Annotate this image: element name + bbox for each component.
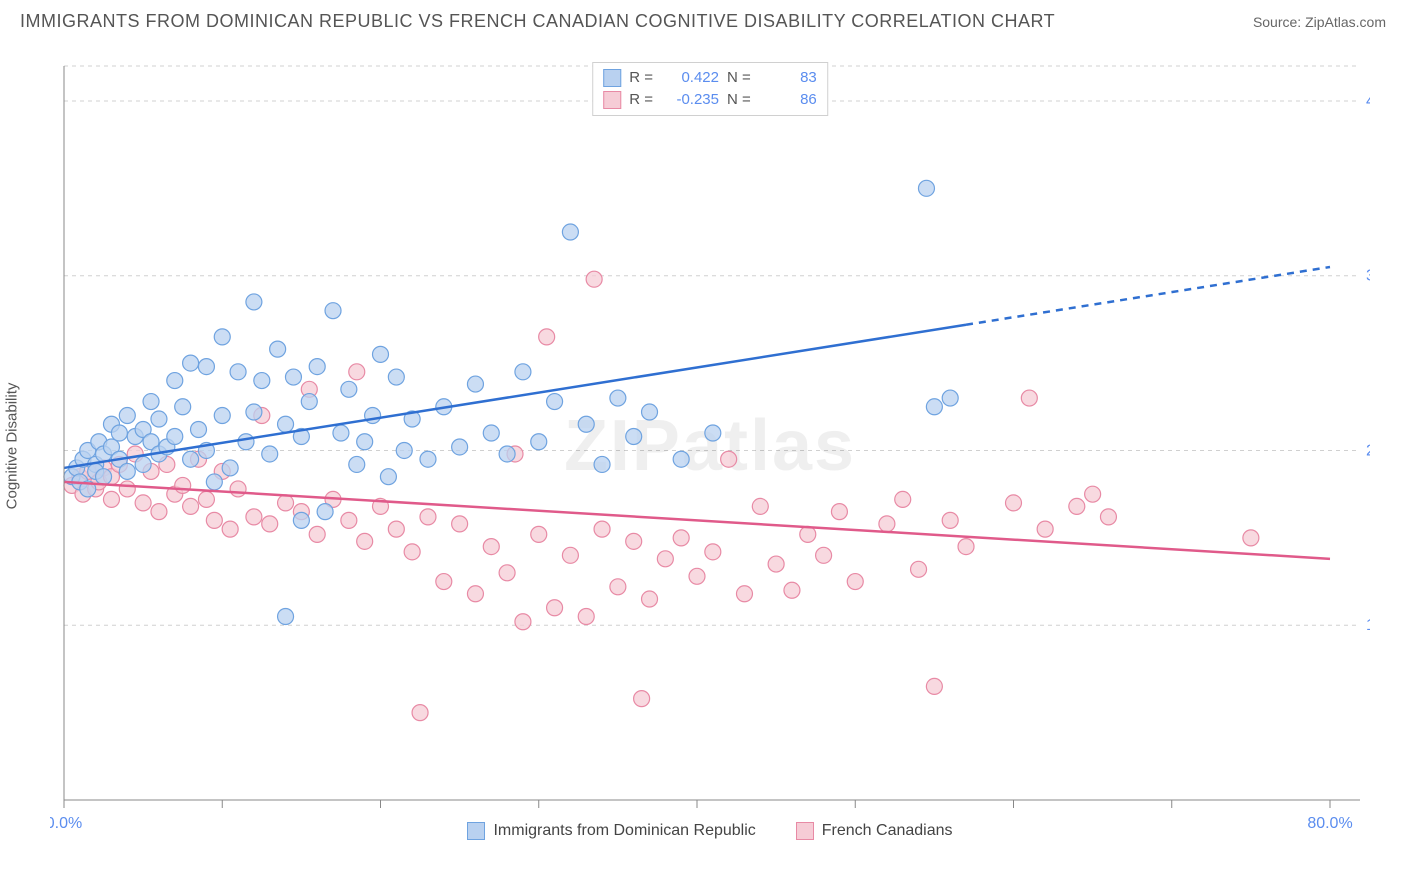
source-name: ZipAtlas.com: [1305, 14, 1386, 30]
svg-text:20.0%: 20.0%: [1366, 442, 1370, 459]
n-value-blue: 83: [759, 67, 817, 89]
series-name-blue: Immigrants from Dominican Republic: [493, 822, 755, 840]
swatch-blue: [603, 69, 621, 87]
svg-text:30.0%: 30.0%: [1366, 268, 1370, 285]
correlation-legend: R = 0.422 N = 83 R = -0.235 N = 86: [592, 62, 828, 116]
watermark-text: ZIPatlas: [564, 406, 856, 486]
r-label: R =: [629, 89, 653, 111]
legend-row-blue: R = 0.422 N = 83: [603, 67, 817, 89]
scatter-chart-svg: ZIPatlas 10.0%20.0%30.0%40.0%0.0%80.0%: [50, 60, 1370, 840]
n-label: N =: [727, 67, 751, 89]
series-legend: Immigrants from Dominican Republic Frenc…: [50, 822, 1370, 840]
svg-text:10.0%: 10.0%: [1366, 617, 1370, 634]
legend-item-pink: French Canadians: [796, 822, 953, 840]
source-label: Source:: [1253, 14, 1301, 30]
source-attribution: Source: ZipAtlas.com: [1253, 14, 1386, 30]
header-bar: IMMIGRANTS FROM DOMINICAN REPUBLIC VS FR…: [0, 0, 1406, 44]
r-value-blue: 0.422: [661, 67, 719, 89]
r-value-pink: -0.235: [661, 89, 719, 111]
series-name-pink: French Canadians: [822, 822, 953, 840]
plot-area: R = 0.422 N = 83 R = -0.235 N = 86 ZIPat…: [50, 60, 1370, 840]
y-axis-label: Cognitive Disability: [4, 383, 21, 510]
legend-row-pink: R = -0.235 N = 86: [603, 89, 817, 111]
n-value-pink: 86: [759, 89, 817, 111]
grid-layer: [64, 66, 1360, 625]
swatch-pink: [796, 822, 814, 840]
chart-title: IMMIGRANTS FROM DOMINICAN REPUBLIC VS FR…: [20, 11, 1055, 32]
swatch-pink: [603, 91, 621, 109]
swatch-blue: [467, 822, 485, 840]
n-label: N =: [727, 89, 751, 111]
legend-item-blue: Immigrants from Dominican Republic: [467, 822, 755, 840]
r-label: R =: [629, 67, 653, 89]
svg-text:40.0%: 40.0%: [1366, 93, 1370, 110]
